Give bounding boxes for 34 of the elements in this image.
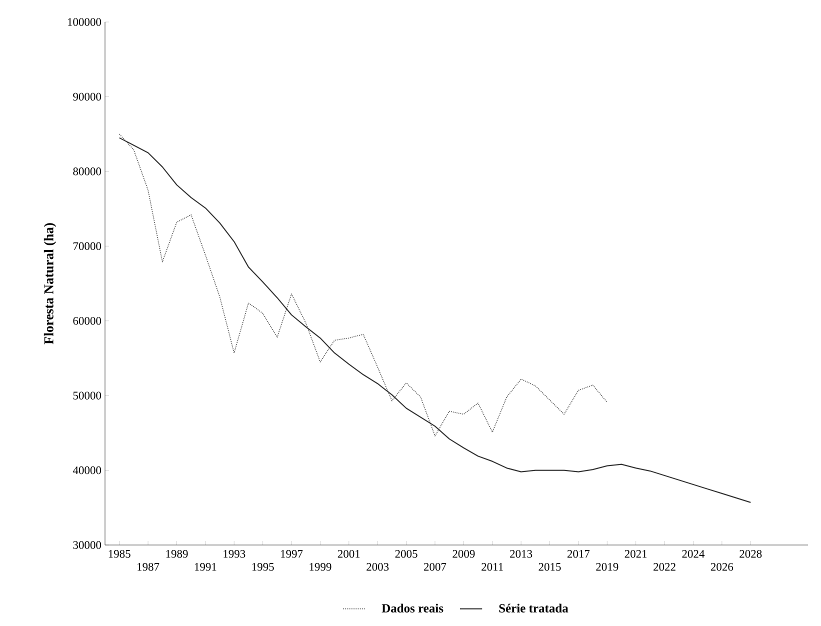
- x-tick-label: 2015: [538, 562, 561, 571]
- x-tick-label: 2005: [395, 550, 418, 558]
- x-tick-label: 1991: [194, 563, 216, 571]
- x-tick-label: 2024: [682, 550, 705, 558]
- x-tick-label: 2028: [740, 550, 762, 558]
- x-tick-label: 2007: [424, 562, 446, 571]
- x-tick-label: 1997: [281, 550, 303, 558]
- x-tick-label: 1989: [166, 550, 188, 558]
- x-tick-label: 2001: [338, 550, 360, 558]
- x-tick-label: 2003: [366, 562, 389, 571]
- x-tick-label: 1995: [252, 563, 274, 571]
- x-tick-label: 2013: [510, 550, 532, 558]
- x-tick-label: 1993: [224, 550, 246, 558]
- y-tick-label: 90000: [73, 92, 102, 101]
- y-tick-label: 60000: [73, 316, 102, 325]
- y-tick-label: 30000: [73, 541, 102, 549]
- y-tick-label: 70000: [73, 242, 102, 250]
- y-tick-label: 80000: [73, 168, 102, 176]
- x-tick-label: 1999: [310, 563, 332, 571]
- x-tick-label: 2011: [482, 562, 503, 571]
- y-tick-label: 50000: [73, 392, 102, 400]
- x-tick-label: 2017: [567, 550, 590, 558]
- x-tick-label: 2009: [452, 550, 475, 558]
- x-tick-label: 1987: [138, 562, 160, 571]
- x-tick-label: 1985: [108, 550, 130, 558]
- x-tick-label: 2022: [654, 562, 676, 571]
- legend-label: Dados reais: [382, 604, 444, 613]
- y-axis-title: Floresta Natural (ha): [44, 223, 56, 344]
- legend-label: Série tratada: [499, 604, 568, 613]
- y-tick-label: 40000: [72, 466, 102, 474]
- x-tick-label: 2021: [624, 550, 647, 558]
- x-tick-label: 2026: [710, 562, 734, 571]
- y-tick-label: 100000: [68, 18, 102, 26]
- x-tick-label: 2019: [596, 562, 618, 571]
